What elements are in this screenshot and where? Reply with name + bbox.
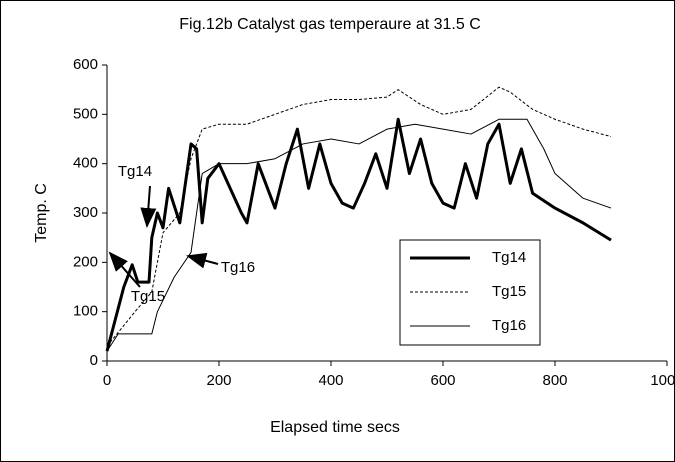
annotation-arrow	[140, 185, 157, 228]
annotation: Tg16	[221, 259, 255, 276]
x-tick-label: 600	[430, 372, 455, 389]
chart-title: Fig.12b Catalyst gas temperaure at 31.5 …	[179, 16, 481, 33]
series-line	[105, 117, 612, 352]
x-tick-label: 400	[318, 372, 343, 389]
y-tick-label: 200	[73, 253, 98, 270]
y-tick-label: 400	[73, 155, 98, 172]
y-tick-label: 0	[90, 352, 98, 369]
x-tick-label: 1000	[650, 372, 675, 389]
annotation: Tg14	[118, 163, 152, 180]
y-tick-label: 600	[73, 56, 98, 73]
y-tick-label: 100	[73, 303, 98, 320]
y-tick-label: 300	[73, 204, 98, 221]
annotation-arrow	[186, 252, 219, 269]
series-line	[106, 118, 612, 352]
legend-label: Tg15	[492, 283, 526, 300]
legend-label: Tg14	[492, 249, 526, 266]
x-axis-label: Elapsed time secs	[270, 419, 400, 436]
x-tick-label: 200	[206, 372, 231, 389]
y-axis-label: Temp. C	[33, 183, 50, 243]
series-line	[106, 86, 612, 347]
y-tick-label: 500	[73, 105, 98, 122]
x-tick-label: 0	[103, 372, 111, 389]
legend-label: Tg16	[492, 317, 526, 334]
annotation-arrow	[108, 251, 141, 288]
annotation: Tg15	[131, 288, 165, 305]
x-tick-label: 800	[542, 372, 567, 389]
